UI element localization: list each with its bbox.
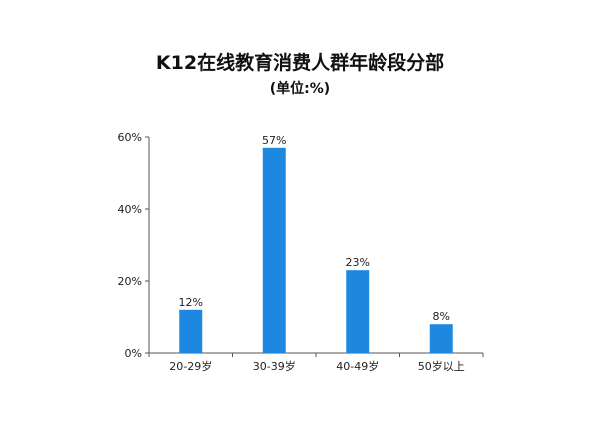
bar bbox=[429, 324, 453, 353]
bar bbox=[262, 147, 286, 353]
data-label: 8% bbox=[433, 310, 450, 323]
data-label: 57% bbox=[262, 134, 286, 147]
x-tick-label: 50岁以上 bbox=[418, 359, 465, 373]
x-tick-label: 30-39岁 bbox=[253, 359, 296, 373]
x-tick-label: 20-29岁 bbox=[169, 359, 212, 373]
y-tick-label: 40% bbox=[118, 203, 142, 216]
chart-title: K12在线教育消费人群年龄段分部 bbox=[155, 52, 445, 74]
y-tick-label: 60% bbox=[118, 131, 142, 144]
data-label: 23% bbox=[346, 256, 370, 269]
chart-subtitle: (单位:%) bbox=[269, 81, 331, 97]
bar bbox=[346, 270, 370, 353]
data-label: 12% bbox=[179, 296, 203, 309]
bar bbox=[179, 309, 203, 353]
x-tick-label: 40-49岁 bbox=[336, 359, 379, 373]
y-tick-label: 20% bbox=[118, 275, 142, 288]
y-tick-label: 0% bbox=[125, 347, 142, 360]
